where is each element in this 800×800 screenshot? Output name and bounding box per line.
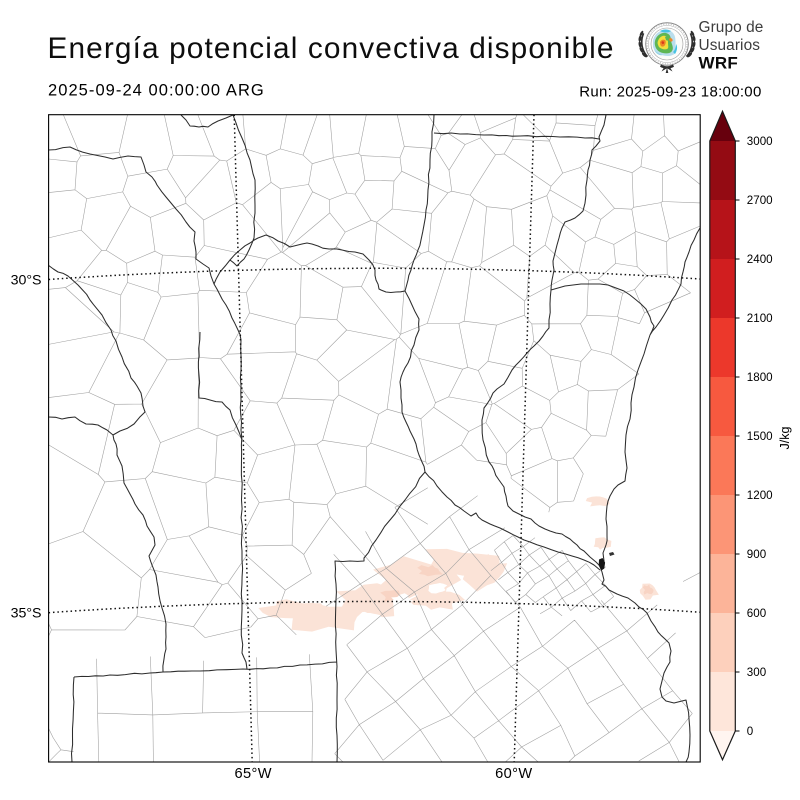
svg-text:2100: 2100 <box>747 312 773 325</box>
svg-text:60°W: 60°W <box>495 766 532 782</box>
svg-text:Usuarios: Usuarios <box>699 37 761 54</box>
svg-text:300: 300 <box>747 666 766 679</box>
svg-text:2700: 2700 <box>747 194 773 207</box>
svg-text:J/kg: J/kg <box>778 426 792 449</box>
svg-text:Run: 2025-09-23 18:00:00: Run: 2025-09-23 18:00:00 <box>579 83 761 100</box>
svg-text:2400: 2400 <box>747 253 773 266</box>
svg-text:1800: 1800 <box>747 371 773 384</box>
svg-text:900: 900 <box>747 548 766 561</box>
svg-text:Energía potencial convectiva d: Energía potencial convectiva disponible <box>48 32 615 65</box>
svg-text:Grupo de: Grupo de <box>699 19 764 36</box>
svg-text:3000: 3000 <box>747 135 773 148</box>
svg-text:35°S: 35°S <box>11 606 42 622</box>
svg-text:600: 600 <box>747 607 766 620</box>
svg-text:30°S: 30°S <box>11 272 42 288</box>
svg-text:WRF: WRF <box>699 53 739 72</box>
svg-text:0: 0 <box>747 725 753 738</box>
svg-text:1500: 1500 <box>747 430 773 443</box>
svg-text:1200: 1200 <box>747 489 773 502</box>
svg-text:65°W: 65°W <box>234 766 271 782</box>
svg-text:2025-09-24 00:00:00 ARG: 2025-09-24 00:00:00 ARG <box>48 82 265 100</box>
